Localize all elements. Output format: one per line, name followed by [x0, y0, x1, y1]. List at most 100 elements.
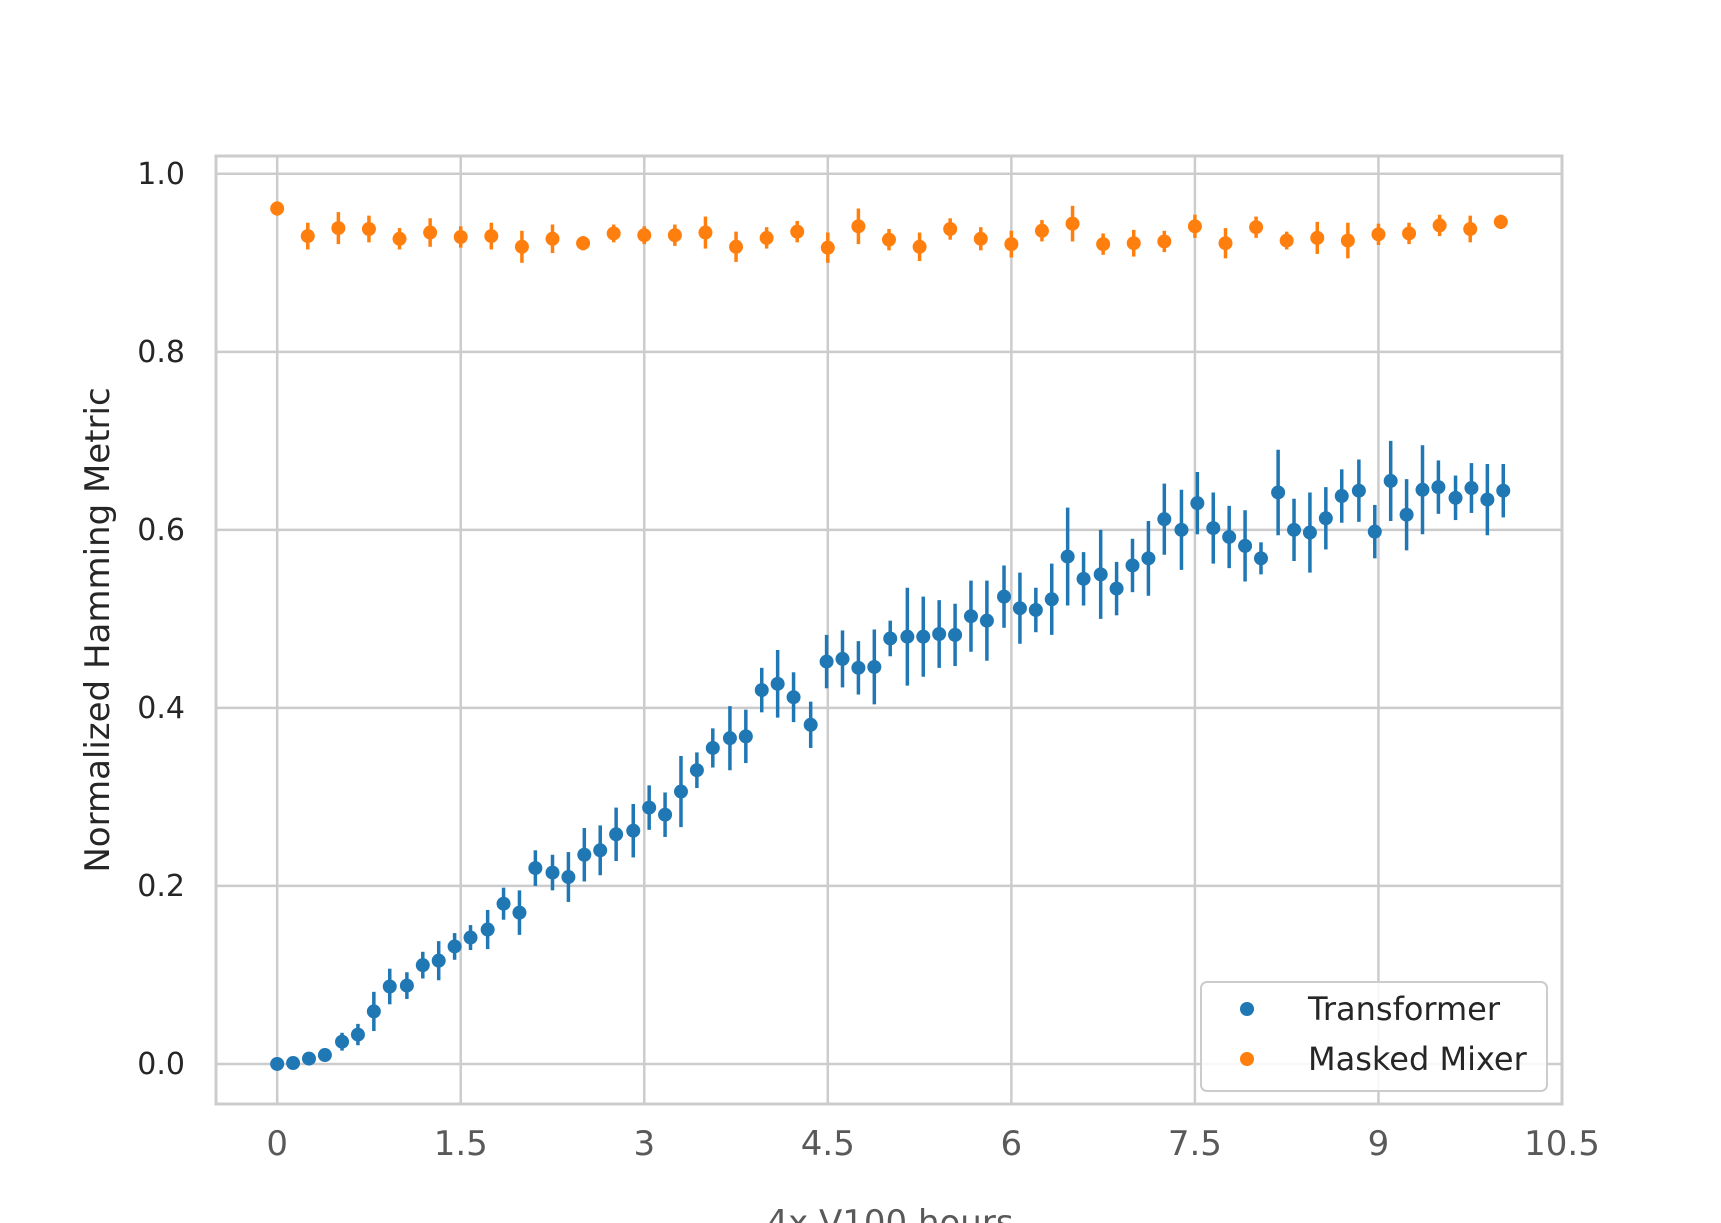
masked-mixer-point [698, 225, 713, 240]
transformer-point [1383, 473, 1398, 488]
transformer-point [979, 613, 994, 628]
transformer-point [1125, 558, 1140, 573]
transformer-point [997, 589, 1012, 604]
transformer-point [1222, 529, 1237, 544]
legend-label-masked-mixer: Masked Mixer [1308, 1040, 1528, 1078]
transformer-point [626, 823, 641, 838]
masked-mixer-point [1432, 218, 1447, 233]
transformer-point [867, 659, 882, 674]
x-tick-label: 1.5 [434, 1124, 488, 1164]
masked-mixer-point [1279, 233, 1294, 248]
masked-mixer-point [392, 231, 407, 246]
masked-mixer-point [576, 236, 591, 251]
y-tick-label: 1.0 [137, 157, 185, 192]
transformer-point [512, 905, 527, 920]
transformer-point [851, 660, 866, 675]
transformer-point [835, 651, 850, 666]
series-masked-mixer [270, 201, 1508, 263]
masked-mixer-point [759, 230, 774, 245]
transformer-point [963, 609, 978, 624]
transformer-point [673, 784, 688, 799]
transformer-point [1174, 522, 1189, 537]
transformer-point [463, 930, 478, 945]
transformer-point [1351, 483, 1366, 498]
transformer-point [1253, 551, 1268, 566]
transformer-point [1060, 549, 1075, 564]
masked-mixer-point [1065, 216, 1080, 231]
y-tick-label: 0.0 [137, 1047, 185, 1082]
transformer-point [1302, 525, 1317, 540]
masked-mixer-point [606, 226, 621, 241]
masked-mixer-point [1187, 219, 1202, 234]
transformer-point [722, 731, 737, 746]
masked-mixer-point [1157, 234, 1172, 249]
transformer-point [447, 939, 462, 954]
transformer-point [1318, 511, 1333, 526]
masked-mixer-point [851, 219, 866, 234]
x-tick-labels: 0 1.5 3 4.5 6 7.5 9 10.5 [266, 1124, 1599, 1164]
transformer-point [754, 683, 769, 698]
masked-mixer-point [912, 239, 927, 254]
masked-mixer-point [1126, 236, 1141, 251]
transformer-point [577, 847, 592, 862]
transformer-point [932, 627, 947, 642]
transformer-point [770, 676, 785, 691]
transformer-point [1190, 496, 1205, 511]
masked-mixer-point [1034, 223, 1049, 238]
transformer-point [415, 958, 430, 973]
x-axis-label: 4x V100 hours [766, 1203, 1013, 1223]
transformer-point [1415, 482, 1430, 497]
masked-mixer-point [882, 232, 896, 247]
y-tick-label: 0.4 [137, 691, 185, 726]
transformer-point [399, 978, 414, 993]
transformer-point [1271, 485, 1286, 500]
transformer-point [1109, 581, 1124, 596]
masked-mixer-point [514, 239, 529, 254]
masked-mixer-point [667, 228, 682, 243]
transformer-point [1206, 521, 1221, 536]
transformer-point [270, 1056, 285, 1071]
transformer-point [528, 861, 543, 876]
legend-frame [1200, 981, 1548, 1092]
masked-mixer-point [943, 221, 958, 236]
transformer-point [1141, 551, 1156, 566]
x-tick-label: 0 [266, 1124, 288, 1164]
transformer-point [1480, 492, 1495, 507]
masked-mixer-point [1402, 226, 1417, 241]
transformer-point [317, 1048, 332, 1063]
masked-mixer-point [423, 225, 438, 240]
transformer-point [1464, 481, 1479, 496]
transformer-point [1028, 602, 1043, 617]
transformer-point [366, 1004, 381, 1019]
plot-frame [214, 154, 1564, 1106]
transformer-point [1076, 571, 1091, 586]
legend-label-transformer: Transformer [1307, 990, 1501, 1028]
transformer-point [1334, 489, 1349, 504]
transformer-point [658, 807, 673, 822]
series-layer [270, 201, 1511, 1071]
transformer-point [1367, 524, 1382, 539]
masked-mixer-point [1493, 214, 1508, 229]
masked-mixer-point [300, 229, 315, 244]
transformer-point [1238, 538, 1253, 553]
y-axis-label: Normalized Hamming Metric [78, 387, 118, 872]
transformer-point [948, 627, 963, 642]
masked-mixer-point [270, 201, 285, 216]
transformer-point [689, 763, 704, 778]
transformer-point [545, 865, 560, 880]
transformer-point [286, 1056, 301, 1071]
transformer-point [382, 979, 397, 994]
x-tick-label: 6 [1001, 1124, 1023, 1164]
transformer-point [916, 629, 931, 644]
transformer-point [1093, 567, 1108, 582]
transformer-point [350, 1027, 365, 1042]
masked-mixer-point [1371, 227, 1386, 242]
transformer-point [609, 827, 624, 842]
masked-mixer-point [637, 228, 652, 243]
masked-mixer-point [790, 224, 805, 239]
transformer-point [1012, 601, 1027, 616]
transformer-point [1044, 592, 1059, 607]
transformer-point [1399, 507, 1414, 522]
transformer-point [593, 843, 608, 858]
